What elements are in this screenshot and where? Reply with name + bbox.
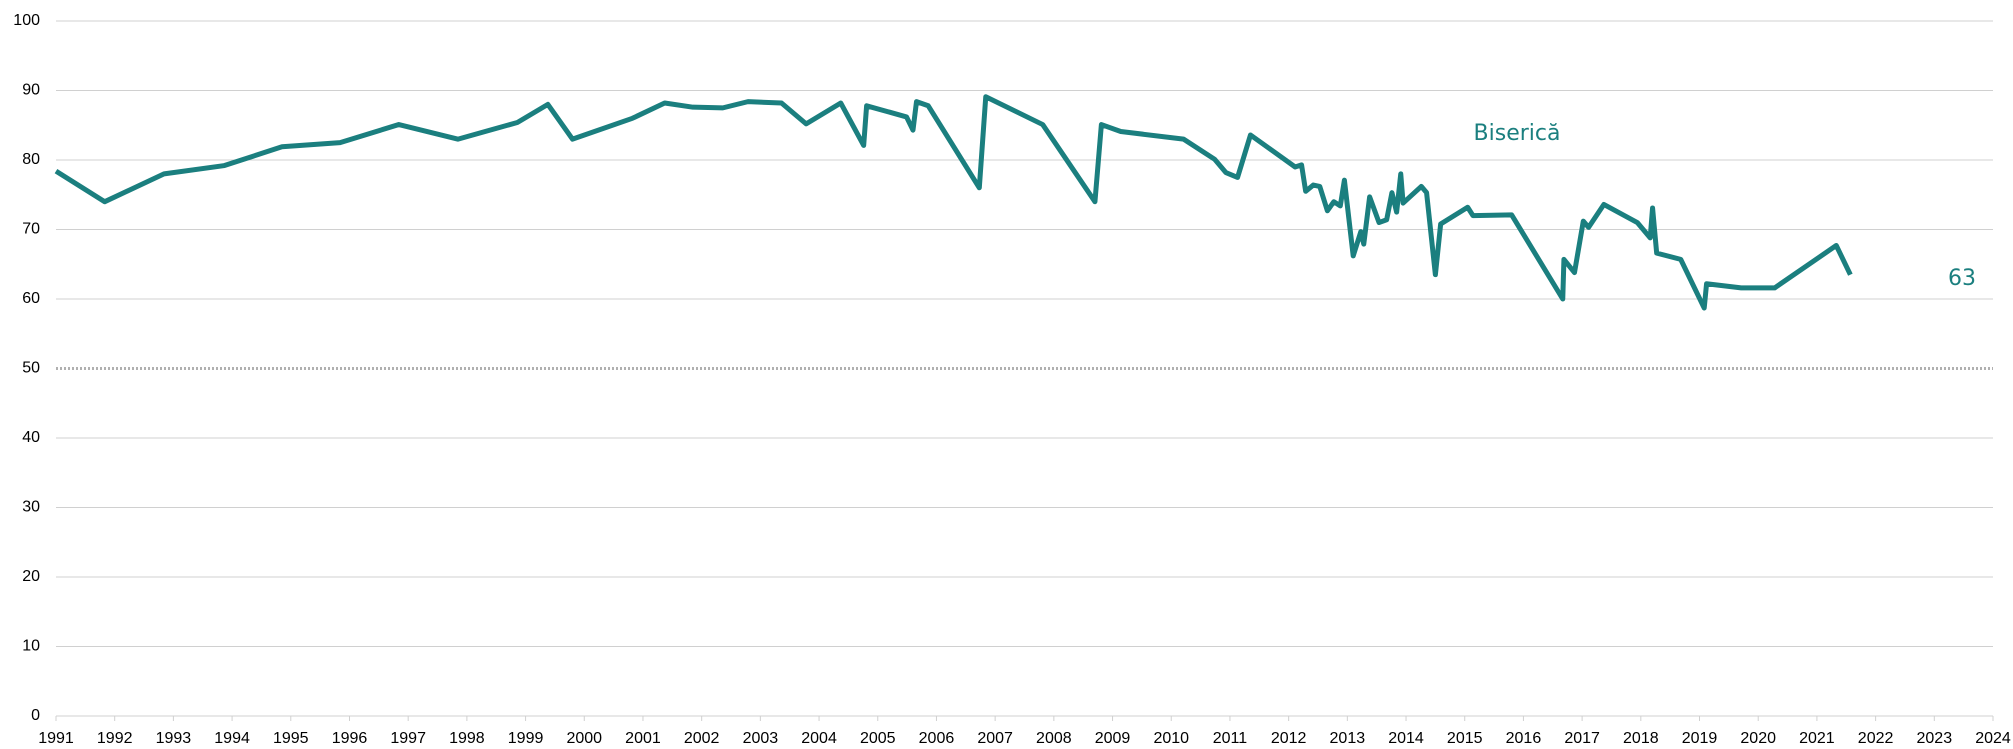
- x-tick-label: 1993: [156, 730, 192, 747]
- y-tick-label: 10: [22, 638, 40, 655]
- line-series: [54, 94, 1853, 311]
- x-tick-label: 1998: [449, 730, 485, 747]
- x-tick-label: 2022: [1858, 730, 1894, 747]
- x-tick-label: 2023: [1917, 730, 1953, 747]
- x-tick-label: 2013: [1330, 730, 1366, 747]
- x-tick-label: 2014: [1388, 730, 1424, 747]
- x-tick-label: 2007: [977, 730, 1013, 747]
- x-tick-label: 2010: [1153, 730, 1189, 747]
- x-tick-label: 2008: [1036, 730, 1072, 747]
- x-tick-label: 2004: [801, 730, 837, 747]
- x-tick-label: 1996: [332, 730, 368, 747]
- x-tick-label: 2019: [1682, 730, 1718, 747]
- y-tick-label: 100: [13, 12, 40, 29]
- x-tick-label: 2009: [1095, 730, 1131, 747]
- x-tick-label: 2016: [1506, 730, 1542, 747]
- y-tick-label: 70: [22, 221, 40, 238]
- x-tick-label: 2005: [860, 730, 896, 747]
- x-tick-label: 2017: [1564, 730, 1600, 747]
- x-tick-label: 2002: [684, 730, 720, 747]
- x-tick-label: 1995: [273, 730, 309, 747]
- y-tick-label: 80: [22, 151, 40, 168]
- x-tick-label: 2021: [1799, 730, 1835, 747]
- x-tick-label: 2011: [1213, 730, 1248, 747]
- x-tick-label: 2024: [1975, 730, 2011, 747]
- x-tick-label: 2003: [743, 730, 779, 747]
- y-tick-label: 30: [22, 499, 40, 516]
- x-tick-label: 2000: [566, 730, 602, 747]
- x-tick-label: 1997: [390, 730, 426, 747]
- x-tick-label: 2001: [625, 730, 661, 747]
- y-tick-label: 0: [31, 707, 40, 724]
- x-tick-label: 1999: [508, 730, 544, 747]
- y-tick-label: 90: [22, 82, 40, 99]
- x-tick-label: 1991: [38, 730, 74, 747]
- x-tick-label: 2006: [919, 730, 955, 747]
- end-label: 63: [1948, 266, 1976, 291]
- x-tick-label: 1994: [214, 730, 250, 747]
- x-tick-label: 2018: [1623, 730, 1659, 747]
- y-tick-label: 40: [22, 429, 40, 446]
- series-label: Biserică: [1474, 121, 1561, 146]
- x-tick-label: 2020: [1740, 730, 1776, 747]
- x-tick-label: 2015: [1447, 730, 1483, 747]
- y-tick-label: 60: [22, 290, 40, 307]
- y-tick-label: 20: [22, 568, 40, 585]
- y-tick-label: 50: [22, 360, 40, 377]
- x-tick-label: 1992: [97, 730, 133, 747]
- x-tick-label: 2012: [1271, 730, 1307, 747]
